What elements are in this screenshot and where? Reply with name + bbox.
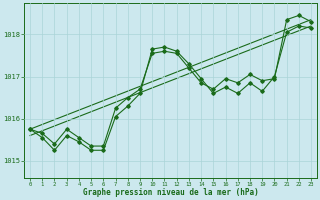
X-axis label: Graphe pression niveau de la mer (hPa): Graphe pression niveau de la mer (hPa)	[83, 188, 259, 197]
